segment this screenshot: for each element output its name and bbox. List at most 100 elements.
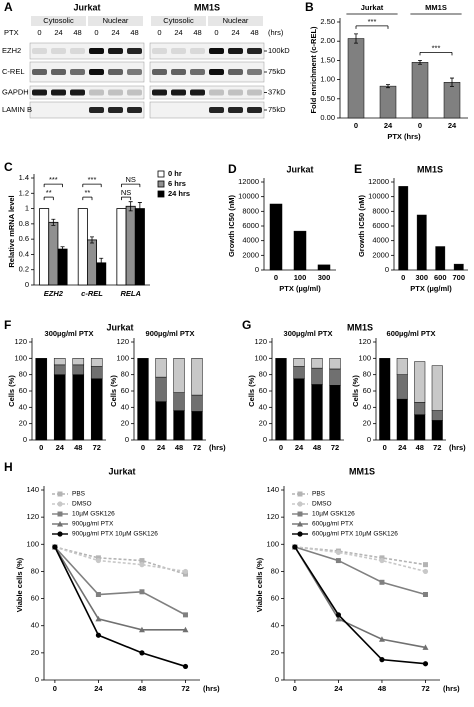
y-tick-label: 1.2 xyxy=(19,188,29,197)
y-tick-label: 120 xyxy=(14,337,27,346)
series-line xyxy=(294,546,426,649)
y-axis-label: Viable cells (%) xyxy=(255,557,264,612)
y-tick-label: 0 xyxy=(367,435,371,444)
y-tick-label: 60 xyxy=(121,386,129,395)
timepoint-label: 0 xyxy=(37,28,41,37)
series-line xyxy=(54,546,186,616)
legend-marker xyxy=(57,521,63,527)
significance-label: *** xyxy=(49,175,58,184)
legend-swatch xyxy=(157,190,165,198)
y-tick-label: 10000 xyxy=(368,192,389,201)
bar-segment xyxy=(137,358,149,441)
y-tick-label: 2000 xyxy=(242,250,259,259)
blot-band xyxy=(108,89,123,96)
x-tick-label: 0 xyxy=(279,443,283,452)
blot-band xyxy=(70,48,85,54)
data-point xyxy=(182,571,188,577)
bar xyxy=(411,62,429,119)
blot-band xyxy=(171,48,186,54)
data-point xyxy=(422,592,428,597)
data-point xyxy=(378,636,385,642)
blot-band xyxy=(51,48,66,54)
x-tick-label: 0 xyxy=(401,273,405,282)
y-tick-label: 0 xyxy=(35,675,39,684)
series-line xyxy=(54,546,186,575)
bar-segment xyxy=(396,374,408,400)
legend-marker xyxy=(57,511,63,517)
y-tick-label: 10000 xyxy=(238,192,259,201)
significance-label: NS xyxy=(125,175,135,184)
y-tick-label: 4000 xyxy=(372,236,389,245)
bar-segment xyxy=(275,358,287,441)
bar-segment xyxy=(191,358,203,396)
blot-band xyxy=(152,69,167,75)
data-point xyxy=(379,557,385,564)
blot-band xyxy=(171,89,186,96)
timepoint-label: 48 xyxy=(250,28,258,37)
panel-letter: C xyxy=(4,160,13,174)
x-tick-label: 0 xyxy=(141,443,145,452)
unit-label: (hrs) xyxy=(268,28,284,37)
chart-title: MM1S xyxy=(349,466,375,476)
y-tick-label: 20 xyxy=(121,419,129,428)
x-tick-label: 0 xyxy=(383,443,387,452)
y-tick-label: 0 xyxy=(263,435,267,444)
blot-band xyxy=(70,89,85,96)
data-point xyxy=(182,568,189,575)
y-tick-label: 2000 xyxy=(372,250,389,259)
legend-marker xyxy=(297,531,303,537)
x-tick-label: EZH2 xyxy=(44,289,64,298)
y-axis-label: Fold enrichment (c-REL) xyxy=(309,26,318,114)
timepoint-label: 24 xyxy=(174,28,182,37)
blot-strip xyxy=(29,42,145,60)
bar xyxy=(116,208,127,286)
significance-label: ** xyxy=(46,188,52,197)
chart-subtitle: 300µg/ml PTX xyxy=(45,329,94,338)
y-tick-label: 40 xyxy=(271,621,279,630)
chart-subtitle: 900µg/ml PTX xyxy=(146,329,195,338)
bar xyxy=(347,38,365,119)
blot-band xyxy=(108,48,123,54)
y-tick-label: 80 xyxy=(259,370,267,379)
legend-marker xyxy=(297,491,303,497)
protein-label: EZH2 xyxy=(2,46,21,55)
y-tick-label: 8000 xyxy=(242,206,259,215)
x-axis-label: PTX (µg/ml) xyxy=(279,284,321,293)
blot-band xyxy=(209,69,224,75)
x-axis-label: (hrs) xyxy=(203,684,220,693)
data-point xyxy=(52,544,58,550)
data-point xyxy=(95,592,101,597)
y-axis-label: Cells (%) xyxy=(7,375,16,407)
x-tick-label: 300 xyxy=(318,273,331,282)
timepoint-label: 48 xyxy=(130,28,138,37)
data-point xyxy=(335,612,342,618)
legend-marker xyxy=(57,501,63,507)
y-tick-label: 40 xyxy=(121,402,129,411)
series-line xyxy=(54,546,186,573)
y-tick-label: 100 xyxy=(116,353,129,362)
bar-segment xyxy=(53,374,66,441)
y-tick-label: 0.6 xyxy=(19,234,29,243)
x-tick-label: 24 xyxy=(334,684,343,693)
blot-strip xyxy=(149,42,265,60)
legend-label: DMSO xyxy=(312,501,332,508)
bar-segment xyxy=(311,384,323,441)
bar xyxy=(293,230,307,271)
x-tick-label: 72 xyxy=(181,684,189,693)
legend-marker xyxy=(57,491,63,497)
fraction-header xyxy=(151,16,206,26)
blot-band xyxy=(108,107,123,113)
marker-label: 37kD xyxy=(268,87,286,96)
legend-marker xyxy=(297,521,303,527)
y-tick-label: 40 xyxy=(31,621,39,630)
legend-label: DMSO xyxy=(72,501,92,508)
legend-label: PBS xyxy=(312,491,326,498)
bar xyxy=(435,246,446,271)
bar xyxy=(317,264,331,271)
y-tick-label: 100 xyxy=(266,539,279,548)
x-tick-label: 700 xyxy=(452,273,465,282)
bar-segment xyxy=(293,366,305,379)
y-tick-label: 20 xyxy=(363,419,371,428)
legend-label: 900µg/ml PTX xyxy=(72,521,114,528)
bar-segment xyxy=(72,358,85,366)
